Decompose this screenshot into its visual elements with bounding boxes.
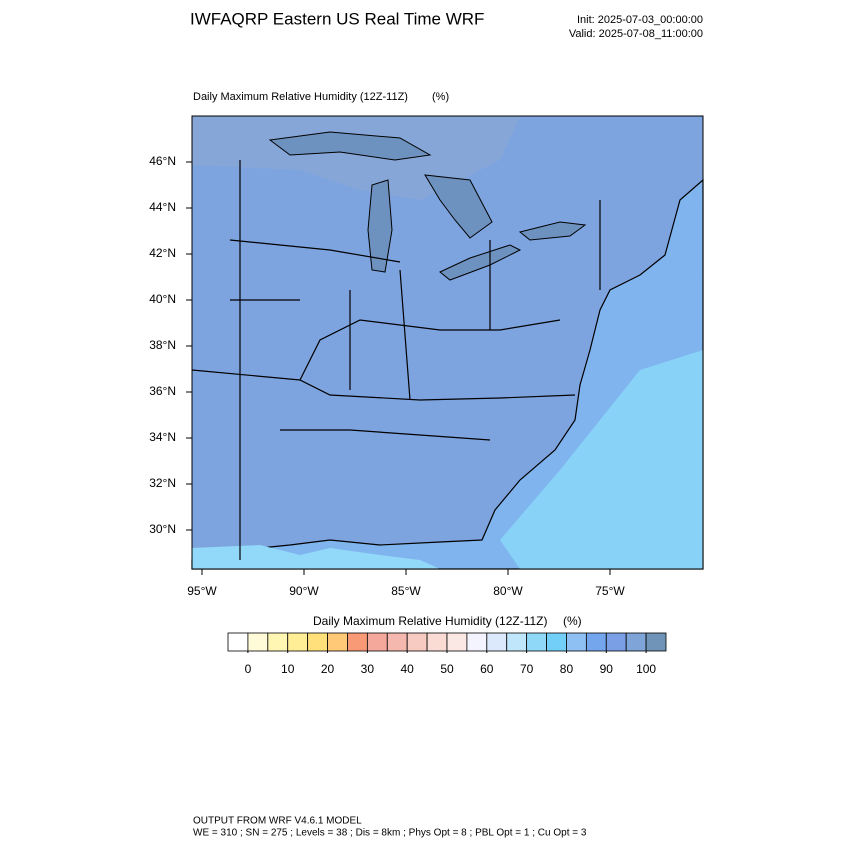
- valid-time: Valid: 2025-07-08_11:00:00: [569, 28, 703, 40]
- map-axes: 95°W 90°W 85°W 80°W 75°W 30°N 32°N 34°N 36°N 38°N…: [149, 154, 625, 598]
- lat-tick-label: 30°N: [149, 522, 176, 536]
- colorbar-box: [506, 632, 528, 652]
- lake-huron: [424, 174, 493, 239]
- colorbar-tick-label: 0: [245, 662, 252, 676]
- lake-superior: [268, 131, 432, 161]
- lake-ontario: [518, 221, 587, 241]
- colorbar-tick-label: 80: [560, 662, 574, 676]
- colorbar-box: [406, 632, 428, 652]
- gulf-humid-area: [192, 545, 440, 569]
- colorbar-box: [347, 632, 368, 652]
- map-title: Daily Maximum Relative Humidity (12Z-11Z…: [193, 91, 408, 103]
- colorbar-box: [287, 632, 309, 652]
- colorbar-tick-label: 50: [440, 662, 454, 676]
- lat-tick-label: 42°N: [149, 246, 176, 260]
- lon-tick-label: 75°W: [595, 584, 625, 598]
- lon-tick-label: 90°W: [289, 584, 319, 598]
- lat-tick-label: 40°N: [149, 292, 176, 306]
- lake-michigan: [367, 179, 393, 273]
- colorbar-box: [267, 632, 289, 652]
- colorbar-tick-label: 40: [401, 662, 415, 676]
- colorbar-box: [247, 632, 269, 652]
- colorbar-box: [446, 632, 468, 652]
- footer-line: OUTPUT FROM WRF V4.6.1 MODEL: [193, 816, 362, 827]
- colorbar-box: [307, 632, 328, 652]
- colorbar-box: [327, 632, 348, 652]
- colorbar-box: [486, 632, 508, 652]
- colorbar-box: [526, 632, 547, 652]
- colorbar-box: [645, 632, 667, 652]
- colorbar-box: [625, 632, 647, 652]
- lake-erie: [439, 244, 522, 281]
- state-borders: [191, 160, 601, 560]
- colorbar-box: [546, 632, 567, 652]
- colorbar-box: [585, 632, 607, 652]
- lat-tick-label: 34°N: [149, 430, 176, 444]
- colorbar: 0 10 20 30 40 50 60 70 80 90 100: [227, 632, 667, 676]
- colorbar-tick-label: 90: [600, 662, 614, 676]
- lon-tick-label: 85°W: [391, 584, 421, 598]
- colorbar-box: [386, 632, 408, 652]
- colorbar-tick-label: 10: [281, 662, 295, 676]
- colorbar-tick-label: 70: [520, 662, 534, 676]
- colorbar-tick-label: 60: [480, 662, 494, 676]
- colorbar-box: [426, 632, 448, 652]
- map-units: (%): [432, 91, 449, 103]
- colorbar-units: (%): [563, 614, 582, 628]
- map-frame: [191, 115, 704, 570]
- title: IWFAQRP Eastern US Real Time WRF: [190, 9, 484, 28]
- map: [191, 115, 704, 570]
- lat-tick-label: 36°N: [149, 384, 176, 398]
- init-time: Init: 2025-07-03_00:00:00: [577, 14, 703, 26]
- lat-tick-label: 38°N: [149, 338, 176, 352]
- colorbar-tick-label: 30: [361, 662, 375, 676]
- lat-tick-label: 32°N: [149, 476, 176, 490]
- lat-tick-label: 46°N: [149, 154, 176, 168]
- footer-line: WE = 310 ; SN = 275 ; Levels = 38 ; Dis …: [193, 828, 587, 839]
- ocean-humid-area: [500, 350, 703, 569]
- colorbar-title: Daily Maximum Relative Humidity (12Z-11Z…: [313, 614, 548, 628]
- lon-tick-label: 80°W: [493, 584, 523, 598]
- colorbar-box: [605, 632, 627, 652]
- colorbar-tick-label: 100: [636, 662, 656, 676]
- lat-tick-label: 44°N: [149, 200, 176, 214]
- lon-tick-label: 95°W: [187, 584, 217, 598]
- colorbar-tick-label: 20: [321, 662, 335, 676]
- colorbar-box: [227, 632, 249, 652]
- colorbar-box: [366, 632, 388, 652]
- colorbar-box: [566, 632, 587, 652]
- colorbar-box: [466, 632, 488, 652]
